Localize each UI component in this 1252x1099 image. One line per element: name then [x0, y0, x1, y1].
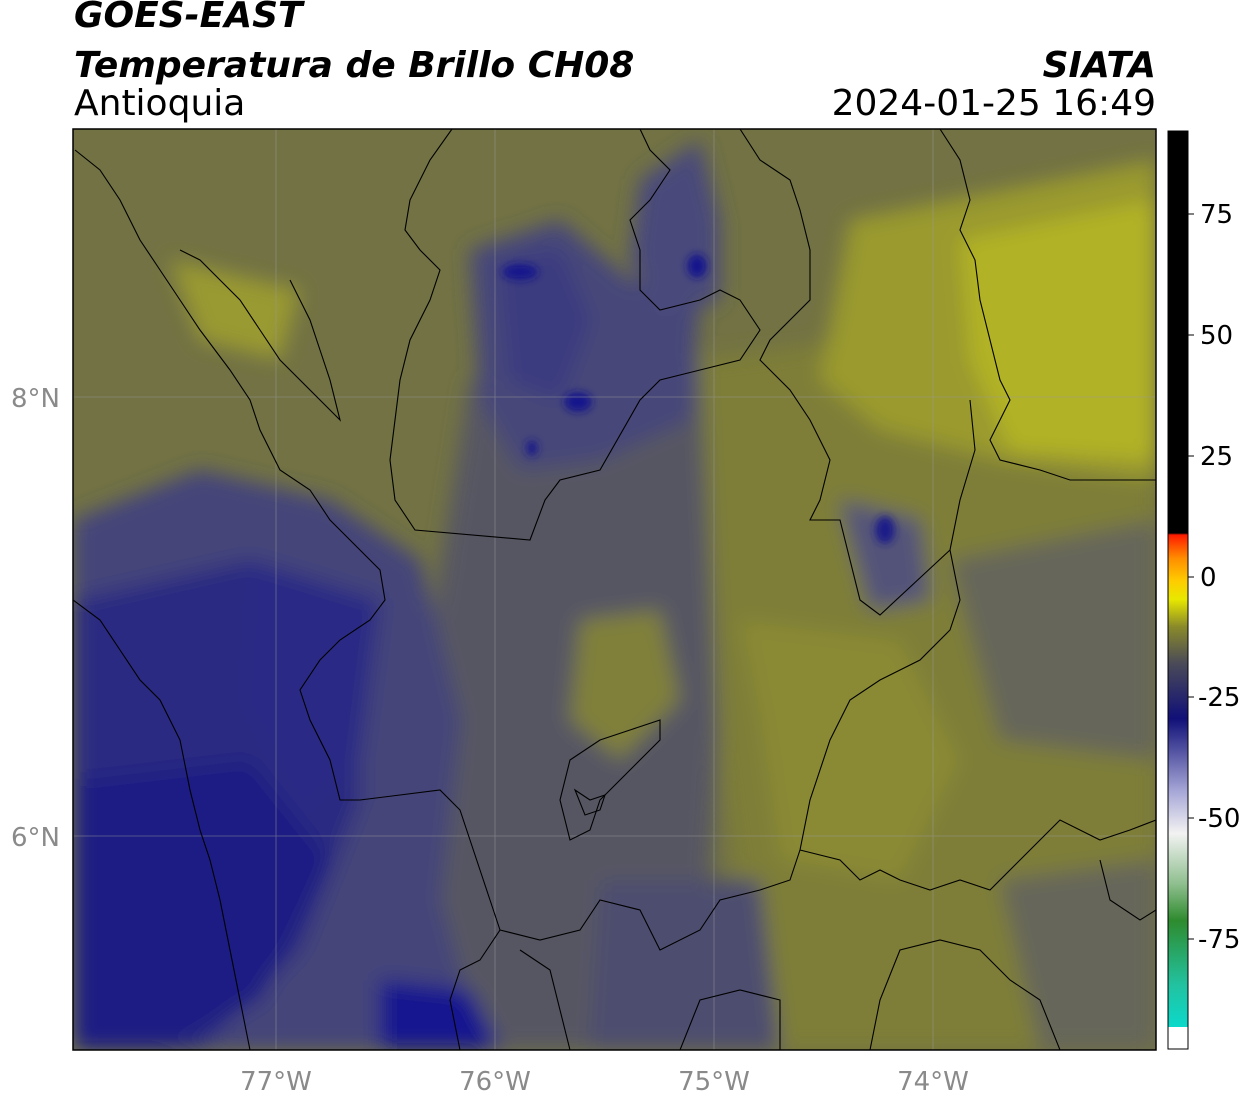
map-gridlines — [73, 129, 1156, 1050]
lon-label-77w: 77°W — [240, 1067, 312, 1097]
map-frame — [72, 128, 1157, 1051]
lat-label-6n: 6°N — [11, 823, 60, 853]
satellite-title: GOES-EAST — [74, 0, 303, 36]
lon-label-74w: 74°W — [897, 1067, 969, 1097]
colorbar-gradient — [1168, 131, 1188, 1049]
lon-label-75w: 75°W — [678, 1067, 750, 1097]
colorbar-tick-minus25: -25 — [1198, 683, 1240, 713]
administrative-boundaries — [73, 129, 1156, 1050]
lat-label-8n: 8°N — [11, 384, 60, 414]
organization-label: SIATA — [1042, 45, 1156, 86]
colorbar-tick-75: 75 — [1200, 200, 1233, 230]
region-label: Antioquia — [74, 83, 246, 124]
colorbar-tick-minus50: -50 — [1198, 804, 1240, 834]
colorbar-min-cap — [1168, 1027, 1188, 1049]
brightness-temperature-field — [73, 129, 1156, 1050]
lon-label-76w: 76°W — [459, 1067, 531, 1097]
colorbar-tick-25: 25 — [1200, 442, 1233, 472]
lat-axis-labels: 8°N 6°N — [11, 384, 60, 853]
lon-axis-labels: 77°W 76°W 75°W 74°W — [240, 1067, 969, 1097]
colorbar-tick-0: 0 — [1200, 563, 1217, 593]
colorbar-tick-50: 50 — [1200, 321, 1233, 351]
colorbar-tick-minus75: -75 — [1198, 925, 1240, 955]
product-title: Temperatura de Brillo CH08 — [74, 45, 635, 86]
colorbar: 75 50 25 0 -25 -50 -75 — [1167, 130, 1240, 1050]
colorbar-frame — [1167, 130, 1189, 1050]
timestamp-label: 2024-01-25 16:49 — [831, 83, 1156, 124]
